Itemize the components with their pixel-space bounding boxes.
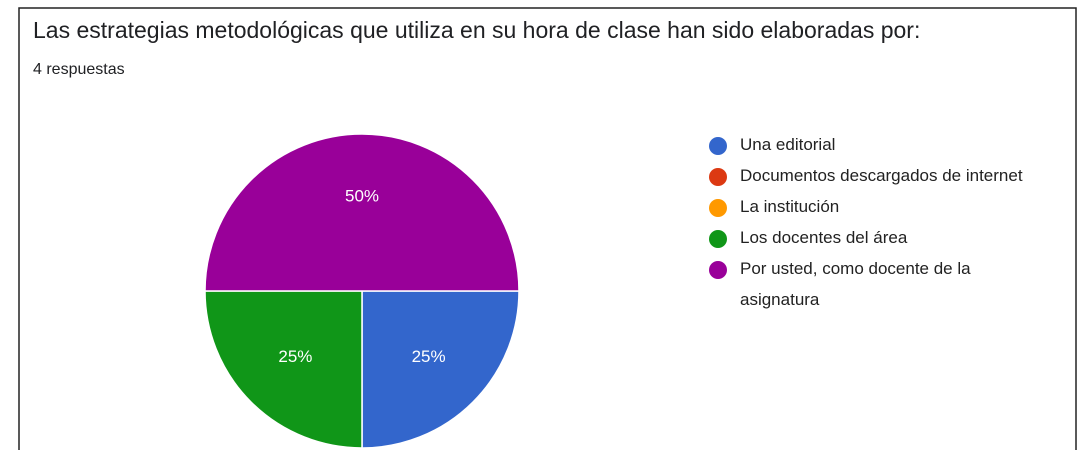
legend-swatch — [709, 168, 727, 186]
legend-swatch — [709, 199, 727, 217]
data-label: 25% — [278, 347, 312, 366]
chart-title: Las estrategias metodológicas que utiliz… — [33, 17, 920, 43]
pie-slice — [361, 290, 520, 449]
card-border — [18, 7, 1077, 450]
pie-slice — [204, 133, 520, 292]
legend-label: La institución — [740, 197, 839, 216]
chart-subtitle: 4 respuestas — [33, 61, 125, 78]
legend-label: Documentos descargados de internet — [740, 166, 1023, 185]
legend-label: Por usted, como docente de la asignatura — [740, 259, 971, 309]
legend-label: Una editorial — [740, 135, 835, 154]
legend-swatch — [709, 230, 727, 248]
legend-label: Los docentes del área — [740, 228, 908, 247]
legend-swatch — [709, 137, 727, 155]
pie-slice — [204, 290, 363, 449]
data-label: 50% — [345, 186, 379, 205]
legend-swatch — [709, 261, 727, 279]
data-label: 25% — [412, 347, 446, 366]
